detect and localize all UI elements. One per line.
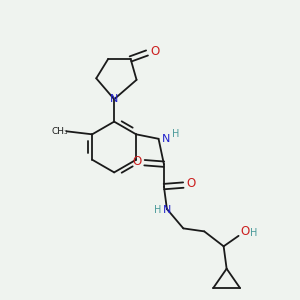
Text: O: O bbox=[132, 155, 142, 168]
Text: O: O bbox=[240, 226, 249, 238]
Text: H: H bbox=[250, 228, 257, 238]
Text: CH₃: CH₃ bbox=[52, 127, 68, 136]
Text: N: N bbox=[162, 134, 170, 144]
Text: H: H bbox=[154, 206, 162, 215]
Text: H: H bbox=[172, 129, 180, 139]
Text: N: N bbox=[163, 206, 171, 215]
Text: O: O bbox=[186, 177, 195, 190]
Text: O: O bbox=[151, 45, 160, 58]
Text: N: N bbox=[110, 94, 118, 104]
